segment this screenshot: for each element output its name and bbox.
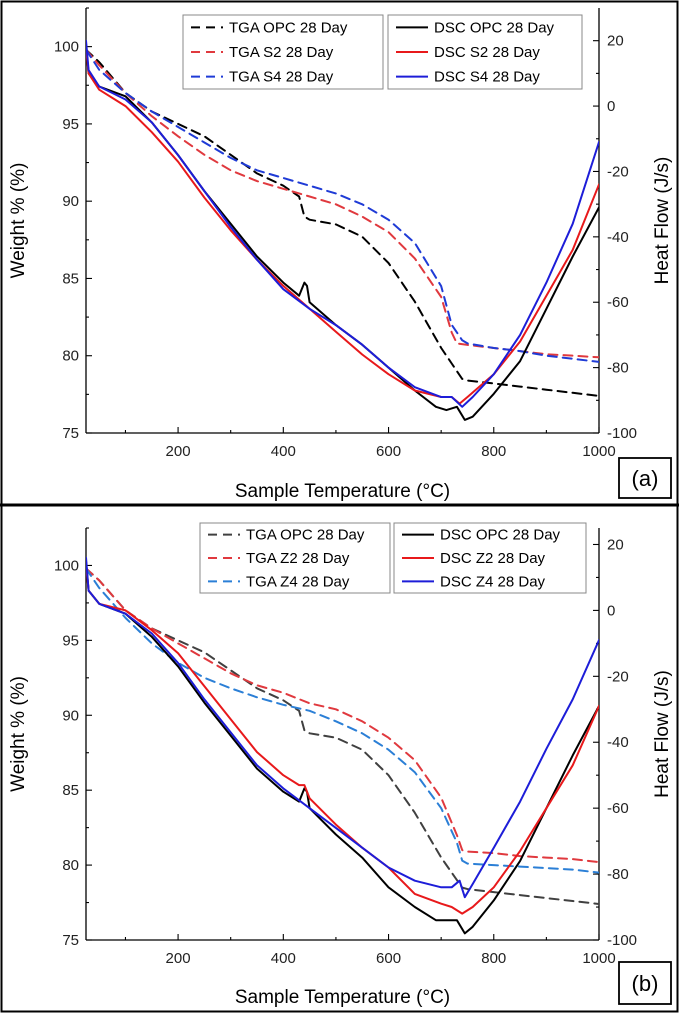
series-tga-z4-28-day: [86, 567, 599, 874]
x-tick-label: 400: [271, 950, 296, 967]
y-tick-label-right: -40: [607, 229, 629, 246]
legend-label: TGA S4 28 Day: [229, 69, 334, 86]
series-dsc-s2-28-day: [86, 46, 599, 405]
legend-label: DSC Z2 28 Day: [440, 550, 546, 567]
legend-tga-box: [182, 14, 384, 90]
y-tick-label-right: -100: [607, 425, 637, 442]
panel-label-box: [618, 961, 672, 1005]
x-tick-label: 600: [376, 443, 401, 460]
series-dsc-z4-28-day: [86, 556, 599, 899]
panel-label: (a): [632, 466, 659, 491]
x-tick-label: 1000: [582, 443, 615, 460]
y-tick-label-left: 90: [62, 707, 79, 724]
series-dsc-opc-28-day: [86, 560, 599, 935]
panel-label: (b): [632, 971, 659, 996]
y-tick-label-right: -40: [607, 734, 629, 751]
y-tick-label-left: 80: [62, 348, 79, 365]
x-tick-label: 200: [166, 443, 191, 460]
y-tick-label-left: 85: [62, 270, 79, 287]
legend-label: DSC S4 28 Day: [434, 69, 540, 86]
series-tga-opc-28-day: [86, 48, 599, 397]
y-tick-label-right: 20: [607, 536, 624, 553]
legend-label: DSC OPC 28 Day: [440, 527, 561, 544]
y-tick-label-right: -60: [607, 800, 629, 817]
y-tick-label-right: 0: [607, 98, 615, 115]
y-axis-title-left: Weight % (%): [8, 676, 29, 792]
x-tick-label: 800: [481, 443, 506, 460]
y-tick-label-left: 75: [62, 425, 79, 442]
series-tga-s2-28-day: [86, 48, 599, 359]
legend-label: DSC S2 28 Day: [434, 44, 540, 61]
y-tick-label-right: -20: [607, 163, 629, 180]
series-dsc-opc-28-day: [86, 43, 599, 421]
y-tick-label-left: 100: [54, 557, 79, 574]
series-dsc-z2-28-day: [86, 563, 599, 915]
y-tick-label-right: -80: [607, 866, 629, 883]
legend-label: TGA OPC 28 Day: [229, 19, 348, 36]
y-tick-label-right: -60: [607, 294, 629, 311]
y-tick-label-right: 20: [607, 33, 624, 50]
legend-dsc: DSC OPC 28 Day DSC S2 28 Day DSC S4 28 Day: [387, 14, 583, 90]
y-tick-label-left: 75: [62, 932, 79, 949]
y-tick-label-left: 100: [54, 39, 79, 56]
series-tga-opc-28-day: [86, 567, 599, 905]
y-tick-label-right: 0: [607, 602, 615, 619]
legend-label: TGA OPC 28 Day: [246, 527, 365, 544]
panel-label-box: [618, 457, 672, 499]
legend-dsc: DSC OPC 28 Day DSC Z2 28 Day DSC Z4 28 Day: [393, 522, 587, 594]
chart-panel-b: 200 400 600 800 10007580859095100-100-80-60-…: [8, 522, 673, 1008]
y-tick-label-right: -100: [607, 932, 637, 949]
y-tick-label-right: -80: [607, 360, 629, 377]
chart-panel-a: 200 400 600 800 10007580859095100-100-80-60-…: [8, 7, 673, 502]
x-tick-label: 200: [166, 950, 191, 967]
y-tick-label-right: -20: [607, 668, 629, 685]
y-tick-label-left: 80: [62, 857, 79, 874]
series-dsc-s4-28-day: [86, 39, 599, 408]
x-tick-label: 400: [271, 443, 296, 460]
y-tick-label-left: 85: [62, 782, 79, 799]
series-tga-z2-28-day: [86, 567, 599, 864]
legend-label: TGA Z2 28 Day: [246, 550, 350, 567]
legend-tga: TGA OPC 28 Day TGA S2 28 Day TGA S4 28 Day: [182, 14, 384, 90]
x-axis-title: Sample Temperature (°C): [235, 481, 450, 502]
y-axis-title-right: Heat Flow (J/s): [652, 670, 673, 798]
x-tick-label: 1000: [582, 950, 615, 967]
legend-label: TGA S2 28 Day: [229, 44, 334, 61]
x-tick-label: 800: [481, 950, 506, 967]
series-tga-s4-28-day: [86, 48, 599, 363]
legend-label: TGA Z4 28 Day: [246, 573, 350, 590]
x-axis-title: Sample Temperature (°C): [235, 987, 450, 1008]
y-axis-title-left: Weight % (%): [8, 163, 29, 279]
y-tick-label-left: 90: [62, 193, 79, 210]
y-tick-label-left: 95: [62, 116, 79, 133]
legend-tga: TGA OPC 28 Day TGA Z2 28 Day TGA Z4 28 Day: [199, 522, 391, 594]
y-tick-label-left: 95: [62, 632, 79, 649]
x-tick-label: 600: [376, 950, 401, 967]
legend-label: DSC Z4 28 Day: [440, 573, 546, 590]
legend-label: DSC OPC 28 Day: [434, 19, 555, 36]
y-axis-title-right: Heat Flow (J/s): [652, 157, 673, 285]
